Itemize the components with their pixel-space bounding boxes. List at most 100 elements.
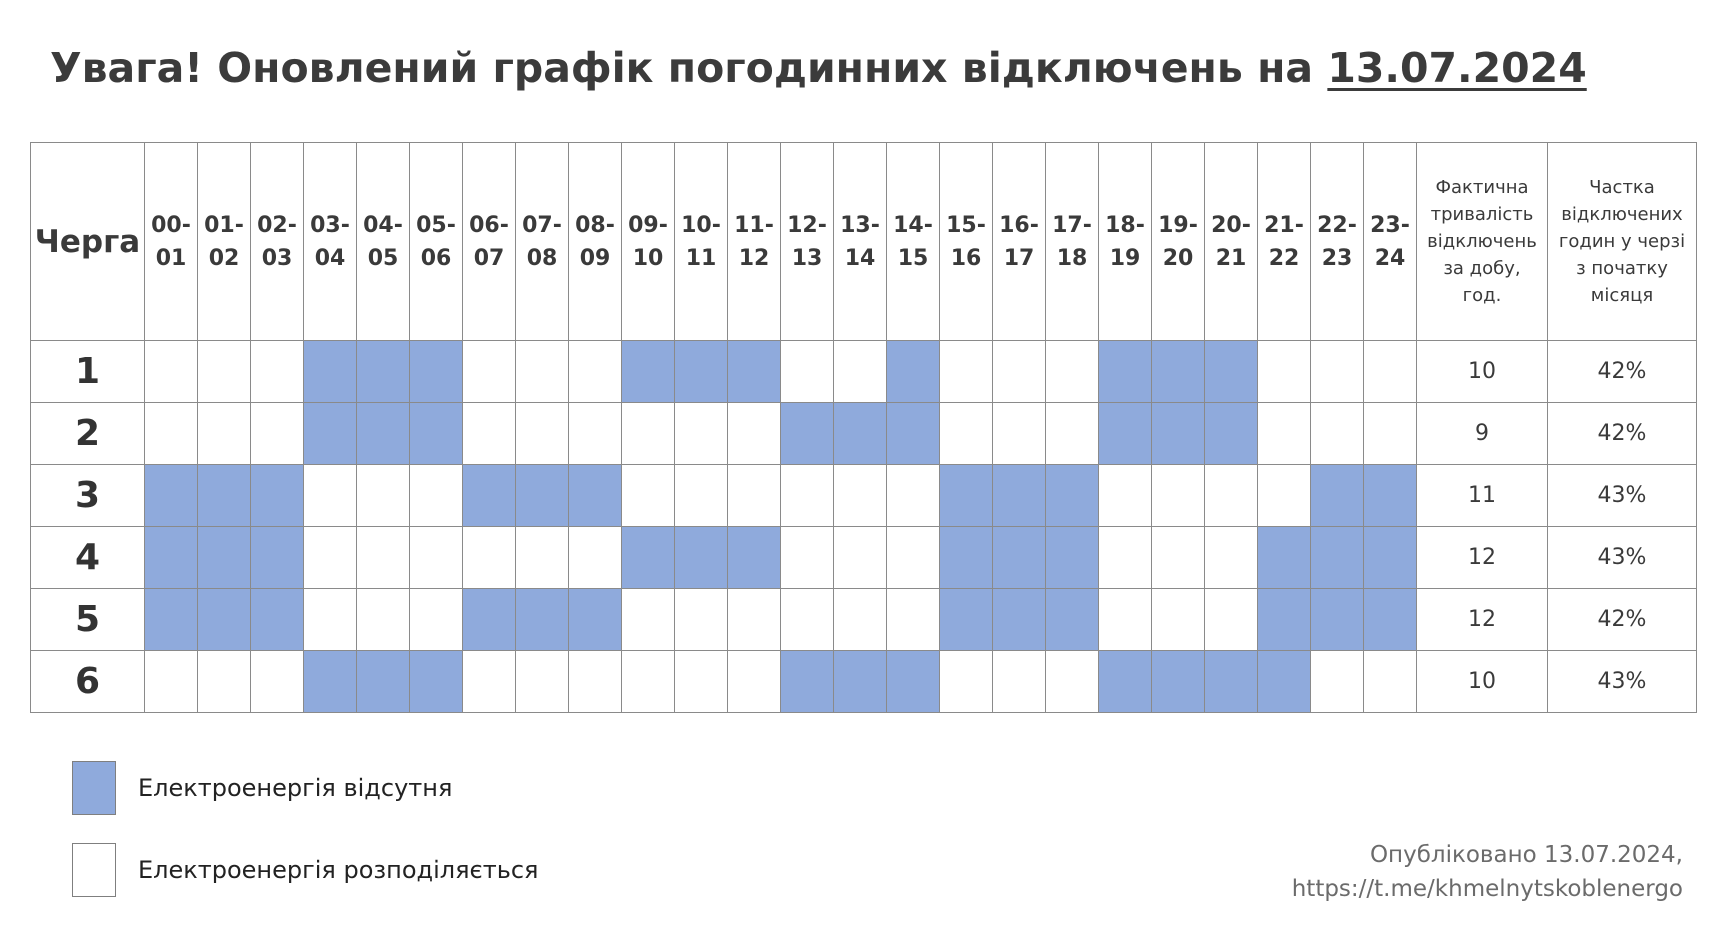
hour-header-line: 19 [1109, 245, 1141, 271]
hour-header-line: 22 [1268, 245, 1300, 271]
hour-cell-power [1098, 526, 1152, 589]
hour-cell-power [1045, 650, 1099, 713]
table-row: 4 12 43% [30, 526, 1697, 589]
duration-header: Фактична тривалість відключень за добу, год. [1416, 142, 1548, 341]
hour-header-0: 00- 01 [144, 142, 198, 341]
share-header-line: відключених [1561, 204, 1683, 225]
hour-header-10: 10- 11 [674, 142, 728, 341]
legend-label-off: Електроенергія відсутня [138, 774, 453, 802]
queue-number: 2 [30, 402, 145, 465]
hour-cell-outage [250, 464, 304, 527]
hour-cell-outage [1151, 340, 1205, 403]
hour-cell-power [1363, 650, 1417, 713]
hour-header-line: 08 [526, 245, 558, 271]
hour-cell-outage [621, 340, 675, 403]
queue-number: 1 [30, 340, 145, 403]
share-value: 42% [1547, 402, 1697, 465]
hour-header-line: 21 [1215, 245, 1247, 271]
hour-cell-outage [409, 650, 463, 713]
hour-cell-power [250, 340, 304, 403]
telegram-link[interactable]: https://t.me/khmelnytskoblenergo [1291, 876, 1683, 902]
hour-cell-power [780, 464, 834, 527]
hour-header-line: 22- [1317, 212, 1357, 238]
hour-cell-power [568, 340, 622, 403]
hour-header-22: 22- 23 [1310, 142, 1364, 341]
hour-header-3: 03- 04 [303, 142, 357, 341]
hour-cell-power [886, 526, 940, 589]
queue-number: 5 [30, 588, 145, 651]
hour-header-line: 03 [261, 245, 293, 271]
hour-header-line: 18- [1105, 212, 1145, 238]
hour-cell-outage [356, 340, 410, 403]
hour-cell-power [1098, 464, 1152, 527]
hour-cell-power [992, 650, 1046, 713]
hour-cell-power [939, 402, 993, 465]
hour-header-14: 14- 15 [886, 142, 940, 341]
hour-cell-outage [939, 526, 993, 589]
hour-cell-outage [1310, 526, 1364, 589]
hour-cell-outage [1098, 402, 1152, 465]
hour-cell-power [1257, 340, 1311, 403]
hour-header-line: 04- [363, 212, 403, 238]
hour-cell-outage [303, 340, 357, 403]
hour-cell-outage [197, 526, 251, 589]
queue-header: Черга [30, 142, 145, 341]
hour-header-line: 20- [1211, 212, 1251, 238]
hour-header-line: 19- [1158, 212, 1198, 238]
hour-cell-outage [1045, 588, 1099, 651]
share-value: 42% [1547, 588, 1697, 651]
hour-header-line: 16- [999, 212, 1039, 238]
title-prefix: Увага! Оновлений графік погодинних відкл… [50, 44, 1314, 92]
hour-cell-power [621, 588, 675, 651]
hour-cell-power [1151, 526, 1205, 589]
hour-cell-outage [303, 402, 357, 465]
hour-header-8: 08- 09 [568, 142, 622, 341]
hour-cell-power [144, 402, 198, 465]
hour-cell-outage [833, 402, 887, 465]
hour-cell-power [409, 588, 463, 651]
hour-header-line: 06- [469, 212, 509, 238]
hour-cell-outage [568, 464, 622, 527]
hour-header-line: 13- [840, 212, 880, 238]
hour-header-line: 18 [1056, 245, 1088, 271]
hour-cell-power [1204, 588, 1258, 651]
hour-header-line: 21- [1264, 212, 1304, 238]
hour-cell-power [727, 402, 781, 465]
hour-cell-outage [780, 402, 834, 465]
hour-cell-outage [462, 588, 516, 651]
table-row: 1 10 42% [30, 340, 1697, 403]
hour-header-line: 00- [151, 212, 191, 238]
hour-cell-power [303, 588, 357, 651]
hour-header-11: 11- 12 [727, 142, 781, 341]
hour-cell-power [144, 340, 198, 403]
hour-cell-outage [250, 526, 304, 589]
hour-cell-outage [144, 588, 198, 651]
hour-header-line: 11- [734, 212, 774, 238]
hour-cell-power [250, 650, 304, 713]
hour-header-23: 23- 24 [1363, 142, 1417, 341]
hour-cell-outage [621, 526, 675, 589]
hour-cell-power [833, 588, 887, 651]
hour-cell-power [674, 650, 728, 713]
hour-header-line: 01- [204, 212, 244, 238]
hour-header-15: 15- 16 [939, 142, 993, 341]
duration-value: 9 [1416, 402, 1548, 465]
hour-cell-outage [409, 340, 463, 403]
hour-cell-power [939, 650, 993, 713]
hour-cell-outage [886, 340, 940, 403]
hour-cell-outage [515, 588, 569, 651]
legend-label-on: Електроенергія розподіляється [138, 856, 539, 884]
hour-header-line: 17- [1052, 212, 1092, 238]
share-value: 42% [1547, 340, 1697, 403]
hour-cell-outage [1257, 650, 1311, 713]
title-date: 13.07.2024 [1327, 44, 1587, 92]
hour-cell-outage [1045, 526, 1099, 589]
hour-cell-power [568, 650, 622, 713]
duration-header-line: Фактична [1435, 177, 1529, 198]
hour-header-line: 08- [575, 212, 615, 238]
hour-header-line: 23 [1321, 245, 1353, 271]
hour-header-20: 20- 21 [1204, 142, 1258, 341]
hour-cell-power [303, 464, 357, 527]
hour-cell-outage [197, 588, 251, 651]
hour-cell-power [1204, 526, 1258, 589]
